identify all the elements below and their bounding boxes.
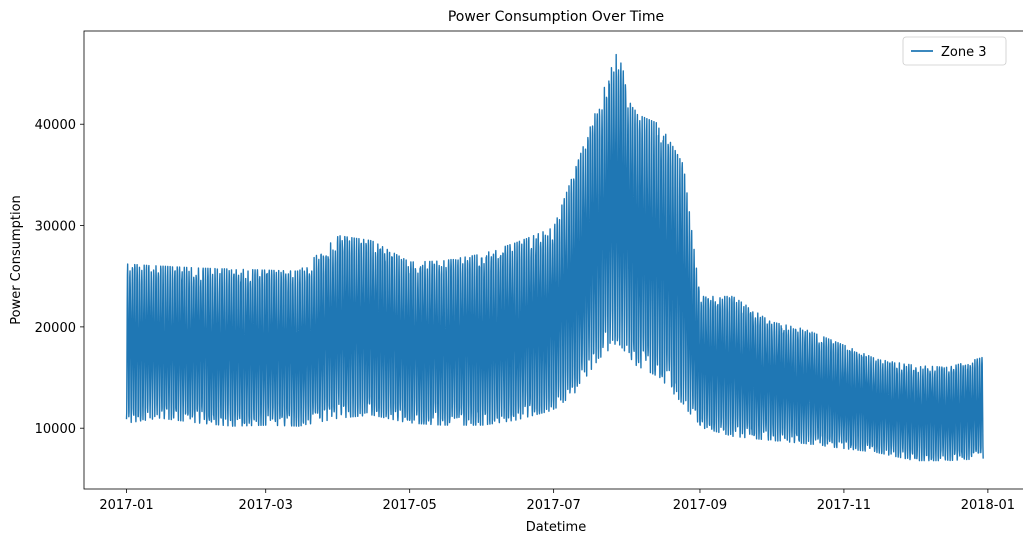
legend-box	[902, 36, 1007, 66]
x-tick-label: 2017-01	[99, 498, 153, 513]
x-tick-label: 2017-07	[526, 498, 580, 513]
x-axis: 2017-01 2017-03 2017-05 2017-07 2017-09 2017-…	[99, 489, 1015, 513]
legend: Zone 3	[902, 36, 1007, 66]
plot-frame	[83, 30, 1023, 490]
x-tick-label: 2017-09	[673, 498, 727, 513]
y-tick-label: 40000	[35, 118, 76, 133]
x-tick-label: 2018-01	[961, 498, 1015, 513]
x-axis-label: Datetime	[526, 520, 586, 535]
x-tick-label: 2017-03	[239, 498, 293, 513]
chart-title: Power Consumption Over Time	[448, 9, 664, 25]
y-axis: 10000 20000 30000 40000	[35, 118, 84, 437]
y-axis-label: Power Consumption	[9, 195, 24, 325]
series-line-zone-3	[125, 53, 984, 462]
y-tick-label: 20000	[35, 321, 76, 336]
x-tick-label: 2017-11	[817, 498, 871, 513]
legend-label-zone-3: Zone 3	[941, 45, 987, 60]
x-tick-label: 2017-05	[383, 498, 437, 513]
y-tick-label: 10000	[35, 422, 76, 437]
plot-area	[125, 53, 984, 462]
y-tick-label: 30000	[35, 220, 76, 235]
